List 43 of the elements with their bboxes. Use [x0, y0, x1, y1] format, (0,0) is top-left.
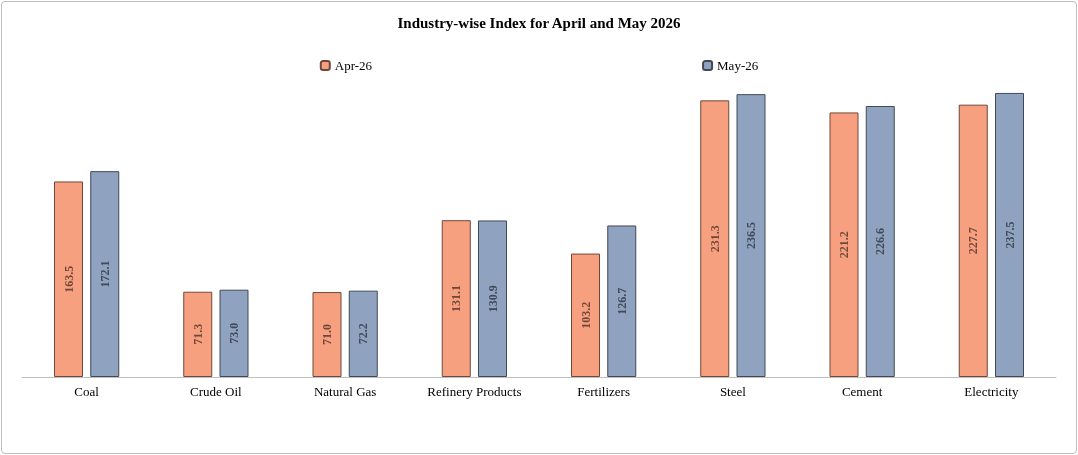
chart-title: Industry-wise Index for April and May 2026 — [397, 14, 682, 31]
bar — [348, 290, 378, 377]
bar — [607, 225, 637, 377]
x-tick-label: Fertilizers — [577, 384, 630, 399]
bar — [54, 181, 83, 377]
bar — [736, 94, 766, 377]
bar — [441, 220, 471, 377]
x-tick-label: Electricity — [964, 384, 1019, 399]
data-label: 163.5 — [61, 265, 76, 293]
bar — [219, 289, 249, 377]
data-label: 71.3 — [190, 323, 205, 345]
data-label: 130.9 — [485, 285, 500, 313]
x-tick-label: Coal — [74, 384, 100, 399]
bar — [478, 220, 507, 377]
legend-label: Apr-26 — [334, 58, 373, 73]
data-label: 237.5 — [1002, 221, 1017, 249]
bar — [995, 92, 1024, 377]
data-label: 126.7 — [614, 287, 629, 315]
data-label: 226.6 — [873, 227, 888, 255]
data-label: 227.7 — [966, 227, 981, 255]
data-label: 71.0 — [320, 324, 334, 346]
bar — [958, 104, 988, 377]
x-tick-label: Refinery Products — [427, 384, 522, 399]
bar — [829, 112, 859, 377]
bar — [571, 253, 600, 377]
legend-label: May-26 — [717, 58, 759, 73]
data-label: 172.1 — [97, 260, 112, 288]
x-tick-label: Steel — [719, 384, 747, 399]
bar — [183, 291, 213, 377]
data-label: 72.2 — [356, 323, 371, 345]
data-label: 103.2 — [578, 301, 593, 329]
x-tick-label: Cement — [841, 384, 883, 399]
data-label: 131.1 — [449, 285, 464, 313]
bar — [865, 105, 895, 377]
x-tick-label: Crude Oil — [190, 384, 243, 399]
data-label: 73.0 — [227, 322, 241, 344]
bar — [312, 292, 342, 377]
data-label: 231.3 — [707, 225, 722, 253]
x-tick-label: Natural Gas — [313, 384, 377, 399]
bar — [700, 100, 730, 377]
bar — [90, 171, 120, 377]
data-label: 221.2 — [837, 231, 851, 259]
data-label: 236.5 — [744, 222, 758, 250]
